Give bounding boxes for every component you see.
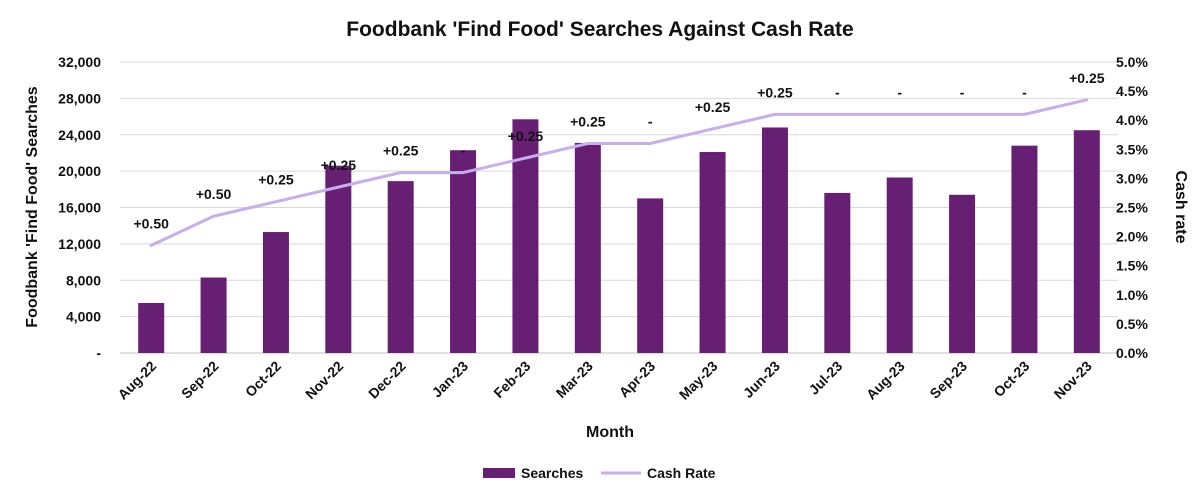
change-label: - — [1022, 84, 1027, 100]
y2-tick-label: 5.0% — [1116, 54, 1148, 70]
change-label: +0.25 — [570, 113, 606, 129]
cash-rate-line — [149, 98, 1089, 247]
bar-nov-23 — [1073, 130, 1100, 353]
y2-tick-label: 4.0% — [1116, 112, 1148, 128]
change-label: +0.25 — [1069, 70, 1105, 86]
bar-sep-22 — [200, 277, 227, 353]
x-tick-label: Apr-23 — [616, 358, 659, 401]
change-label: - — [648, 113, 653, 129]
bar-sep-23 — [949, 194, 976, 353]
change-label: +0.25 — [258, 172, 294, 188]
change-label: - — [461, 143, 466, 159]
x-tick-label: Aug-23 — [863, 358, 908, 403]
legend-swatch-searches — [483, 468, 515, 478]
bar-nov-22 — [325, 165, 352, 353]
legend-label-cash-rate: Cash Rate — [647, 465, 716, 481]
legend-label-searches: Searches — [521, 465, 583, 481]
y-tick-label: 12,000 — [58, 236, 101, 252]
x-tick-label: Sep-22 — [178, 358, 222, 402]
line-series — [149, 98, 1089, 247]
change-label: +0.25 — [321, 157, 357, 173]
y-axis-left-ticks: - 4,000 8,000 12,000 16,000 20,000 24,000 28,00… — [58, 54, 101, 361]
y-tick-label: 24,000 — [58, 127, 101, 143]
y-tick-label: 4,000 — [66, 309, 101, 325]
x-axis-label: Month — [586, 424, 634, 441]
x-tick-label: Nov-22 — [302, 358, 346, 402]
change-label: +0.25 — [508, 128, 544, 144]
change-label: - — [897, 84, 902, 100]
bar-series — [138, 119, 1100, 354]
bar-jun-23 — [761, 127, 788, 353]
bar-apr-23 — [637, 198, 664, 353]
legend: Searches Cash Rate — [483, 465, 716, 481]
x-tick-label: Oct-23 — [990, 358, 1032, 400]
y-tick-label: 20,000 — [58, 163, 101, 179]
bar-jan-23 — [450, 150, 477, 353]
y2-tick-label: 0.5% — [1116, 316, 1148, 332]
bar-mar-23 — [574, 142, 601, 353]
x-tick-label: May-23 — [676, 358, 721, 403]
x-tick-label: Mar-23 — [553, 358, 596, 401]
bar-aug-22 — [138, 302, 165, 353]
change-label: - — [835, 84, 840, 100]
y-tick-label: 8,000 — [66, 272, 101, 288]
y2-tick-label: 2.5% — [1116, 200, 1148, 216]
y2-axis-label: Cash rate — [1172, 171, 1189, 244]
change-label: +0.25 — [383, 143, 419, 159]
bar-oct-22 — [262, 232, 289, 353]
x-tick-label: Feb-23 — [490, 358, 533, 401]
y-tick-label: 16,000 — [58, 200, 101, 216]
y-tick-label: 32,000 — [58, 54, 101, 70]
y2-tick-label: 1.5% — [1116, 258, 1148, 274]
y-axis-right-ticks: 0.0% 0.5% 1.0% 1.5% 2.0% 2.5% 3.0% 3.5% 4.0% 4.5%… — [1116, 54, 1148, 361]
y2-tick-label: 3.0% — [1116, 170, 1148, 186]
x-axis-ticks: Aug-22 Sep-22 Oct-22 Nov-22 Dec-22 Jan-23 Feb-… — [114, 358, 1095, 403]
bar-aug-23 — [886, 177, 913, 353]
change-label: +0.25 — [757, 84, 793, 100]
bar-dec-22 — [387, 181, 414, 353]
y2-tick-label: 2.0% — [1116, 229, 1148, 245]
y-tick-label: - — [96, 345, 101, 361]
x-tick-label: Aug-22 — [114, 358, 159, 403]
x-tick-label: Dec-22 — [365, 358, 409, 402]
x-tick-label: Jan-23 — [429, 358, 472, 401]
bar-may-23 — [699, 152, 726, 353]
chart-title: Foodbank 'Find Food' Searches Against Ca… — [346, 18, 853, 41]
change-label: +0.50 — [133, 215, 169, 231]
y-tick-label: 28,000 — [58, 90, 101, 106]
change-labels: +0.50 +0.50 +0.25 +0.25 +0.25 - +0.25 +0.25 - +0.… — [133, 70, 1104, 232]
y-axis-label: Foodbank 'Find Food' Searches — [24, 86, 41, 328]
y2-tick-label: 4.5% — [1116, 83, 1148, 99]
change-label: +0.50 — [196, 186, 232, 202]
x-tick-label: Oct-22 — [242, 358, 284, 400]
bar-feb-23 — [512, 119, 539, 354]
x-tick-label: Jun-23 — [740, 358, 783, 401]
y2-tick-label: 0.0% — [1116, 345, 1148, 361]
x-tick-label: Jul-23 — [806, 358, 846, 398]
y2-tick-label: 1.0% — [1116, 287, 1148, 303]
bar-jul-23 — [824, 192, 851, 353]
change-label: +0.25 — [695, 99, 731, 115]
x-tick-label: Nov-23 — [1051, 358, 1095, 402]
y2-tick-label: 3.5% — [1116, 141, 1148, 157]
bar-oct-23 — [1011, 145, 1038, 353]
x-tick-label: Sep-23 — [926, 358, 970, 402]
change-label: - — [960, 84, 965, 100]
